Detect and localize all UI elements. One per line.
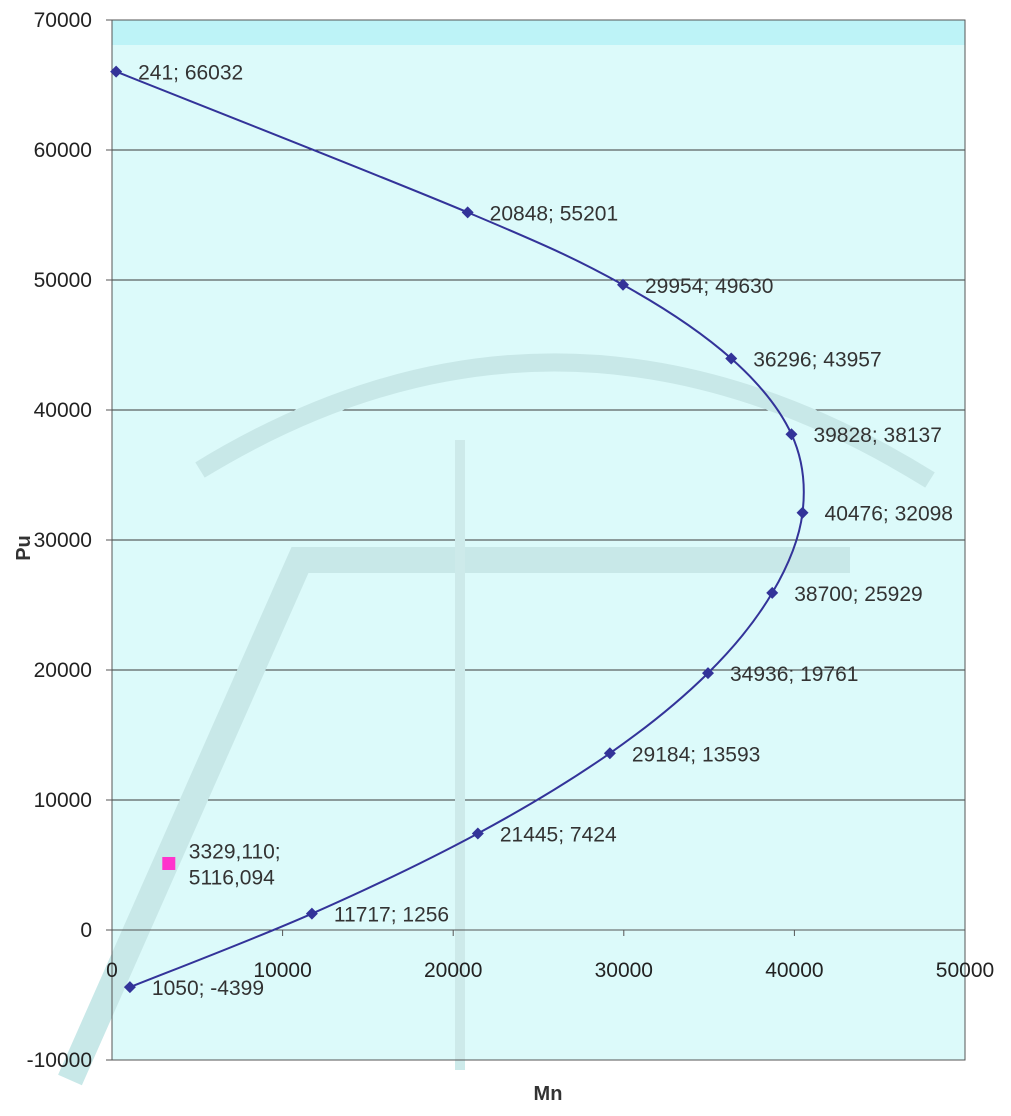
- data-point-marker: [725, 352, 738, 365]
- y-tick-label: 0: [80, 919, 92, 942]
- data-point-label: 40476; 32098: [825, 503, 953, 526]
- y-tick-label: 60000: [34, 139, 92, 162]
- data-point-label: 29954; 49630: [645, 275, 773, 298]
- x-axis-title: Mn: [534, 1083, 563, 1105]
- y-tick-label: 50000: [34, 269, 92, 292]
- interaction-curve: [115, 70, 805, 989]
- y-tick-label: -10000: [27, 1049, 92, 1072]
- x-tick-label: 0: [106, 959, 118, 982]
- data-point-label: 29184; 13593: [632, 743, 760, 766]
- data-point-label: 20848; 55201: [490, 202, 618, 225]
- plot-top-band: [112, 20, 965, 45]
- data-point-label: 39828; 38137: [813, 424, 941, 447]
- data-point-label: 21445; 7424: [500, 823, 617, 846]
- x-tick-label: 20000: [424, 959, 482, 982]
- data-point-label: 34936; 19761: [730, 663, 858, 686]
- y-axis-title: Pu: [13, 535, 35, 561]
- y-tick-label: 20000: [34, 659, 92, 682]
- data-point-marker: [305, 907, 318, 920]
- data-point-label: 38700; 25929: [794, 583, 922, 606]
- axes: -10000 0 10000 20000 30000 40000 50000 60000 700…: [27, 9, 995, 1072]
- data-point-marker: [766, 586, 779, 599]
- x-tick-label: 10000: [253, 959, 311, 982]
- x-tick-label: 40000: [765, 959, 823, 982]
- load-point-label: 5116,094: [189, 866, 275, 889]
- x-tick-label: 30000: [595, 959, 653, 982]
- watermark-emblem: [58, 353, 935, 1086]
- y-tick-label: 40000: [34, 399, 92, 422]
- data-point-marker: [471, 827, 484, 840]
- data-point-label: 11717; 1256: [334, 904, 449, 927]
- data-labels: 241; 66032 20848; 55201 29954; 49630 36296;…: [138, 62, 953, 1001]
- load-point-marker: [162, 856, 176, 870]
- y-tick-label: 70000: [34, 9, 92, 32]
- data-series: [110, 65, 809, 994]
- data-point-marker: [702, 667, 715, 680]
- data-point-marker: [617, 278, 630, 291]
- data-point-marker: [123, 981, 136, 994]
- data-point-marker: [603, 747, 616, 760]
- y-tick-label: 10000: [34, 789, 92, 812]
- data-point-label: 241; 66032: [138, 62, 243, 85]
- data-point-marker: [785, 428, 798, 441]
- load-point-label: 3329,110;: [189, 840, 281, 863]
- data-point-marker: [461, 206, 474, 219]
- y-tick-label: 30000: [34, 529, 92, 552]
- data-point-label: 36296; 43957: [753, 349, 881, 372]
- data-point-marker: [110, 65, 123, 78]
- x-tick-label: 50000: [936, 959, 994, 982]
- data-point-marker: [796, 506, 809, 519]
- data-point-label: 1050; -4399: [152, 977, 264, 1000]
